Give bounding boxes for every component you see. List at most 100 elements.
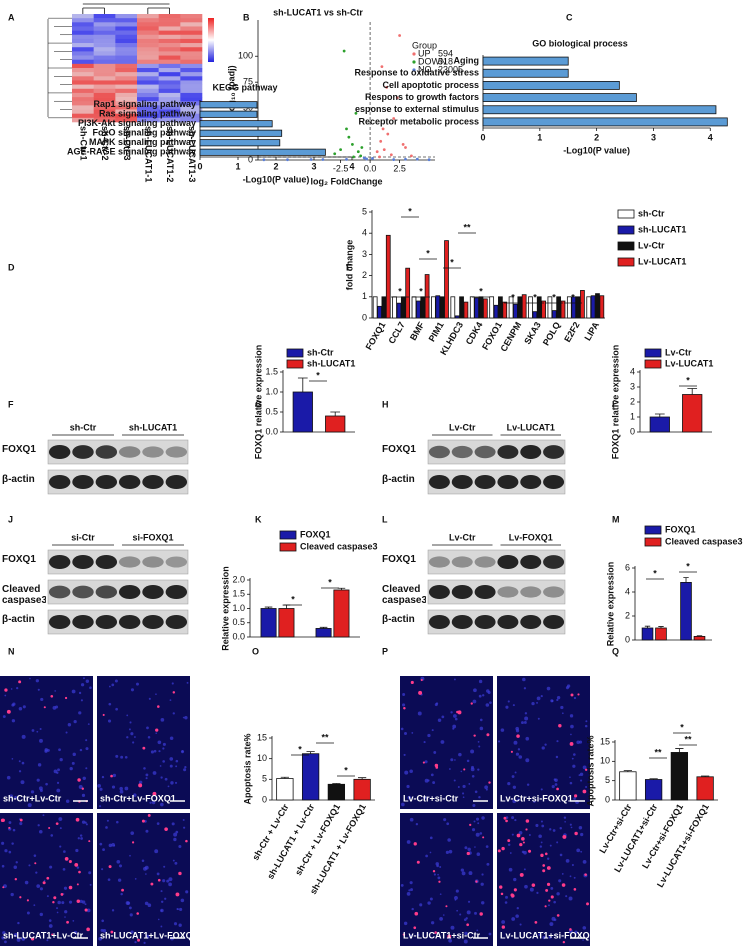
nucleus	[471, 828, 476, 832]
heatmap-cell	[115, 72, 138, 77]
nucleus	[448, 849, 453, 854]
y-tick-label: 2	[625, 610, 630, 620]
nucleus	[111, 842, 115, 847]
nucleus	[63, 850, 66, 853]
nucleus	[429, 836, 433, 840]
nucleus	[65, 731, 68, 734]
legend-swatch	[617, 241, 635, 251]
nucleus	[452, 724, 457, 729]
apoptotic-cell	[4, 688, 8, 692]
heatmap-cell	[93, 88, 116, 94]
nucleus	[111, 785, 116, 789]
data-point	[371, 157, 374, 160]
apoptotic-cell	[501, 925, 506, 929]
nucleus	[160, 890, 163, 893]
bar	[590, 295, 596, 319]
nucleus	[564, 820, 566, 823]
heatmap-cell	[180, 97, 203, 102]
nucleus	[108, 843, 113, 848]
nucleus	[453, 678, 456, 681]
column-label: sh-Ctr-2	[100, 126, 110, 161]
blot-band	[451, 585, 473, 599]
panel-label: O	[252, 646, 259, 656]
nucleus	[106, 819, 109, 822]
heatmap-cell	[93, 97, 116, 102]
blot-band	[543, 586, 565, 598]
heatmap-cell	[72, 38, 94, 44]
nucleus	[474, 790, 478, 794]
apoptotic-cell	[466, 851, 470, 856]
row-label-box: Cleaved caspase3	[382, 584, 426, 606]
heatmap-cell	[72, 43, 94, 48]
nucleus	[76, 866, 80, 869]
nucleus	[124, 755, 128, 759]
heatmap-cell	[115, 38, 138, 44]
heatmap-cell	[180, 47, 203, 52]
heatmap-cell	[93, 101, 116, 106]
nucleus	[134, 878, 137, 880]
heatmap-cell	[93, 43, 116, 48]
nucleus	[111, 683, 115, 687]
y-tick-label: Ras signaling pathway	[99, 109, 196, 119]
heatmap-cell	[137, 34, 159, 40]
nucleus	[435, 702, 439, 705]
nucleus	[35, 871, 38, 874]
nucleus	[101, 919, 105, 923]
legend-swatch	[617, 257, 635, 267]
blot-background	[47, 579, 189, 605]
heatmap-cell	[72, 59, 94, 65]
apoptotic-cell	[548, 899, 551, 902]
heatmap-cell	[180, 22, 203, 27]
apoptotic-cell	[470, 702, 473, 705]
heatmap-cell	[158, 97, 181, 102]
nucleus	[448, 768, 451, 770]
x-tick-label: 1	[235, 161, 240, 171]
nucleus	[145, 773, 149, 777]
apoptotic-cell	[544, 905, 547, 908]
nucleus	[56, 788, 61, 793]
heatmap-cell	[93, 38, 116, 44]
data-point	[398, 34, 401, 37]
nucleus	[164, 897, 167, 900]
heatmap-cell	[93, 68, 116, 73]
nucleus	[169, 764, 173, 768]
apoptotic-cell	[64, 857, 69, 861]
heatmap-cell	[137, 55, 159, 60]
heatmap-cell	[158, 72, 181, 77]
heatmap-cell	[72, 22, 94, 27]
nucleus	[465, 917, 468, 920]
legend-label: Lv-LUCAT1	[665, 358, 713, 368]
nucleus	[576, 848, 581, 853]
nucleus	[433, 751, 437, 754]
apoptotic-cell	[418, 690, 423, 695]
nucleus	[457, 786, 460, 788]
nucleus	[416, 933, 420, 937]
nucleus	[145, 777, 148, 780]
apoptotic-cell	[542, 864, 546, 867]
nucleus	[433, 873, 437, 876]
lane-group-label: si-FOXQ1	[132, 532, 173, 542]
y-axis-label: FOXQ1 relative expression	[253, 345, 263, 460]
nucleus	[111, 909, 115, 912]
nucleus	[134, 940, 137, 944]
apoptotic-cell	[413, 926, 417, 930]
nucleus	[489, 701, 492, 705]
heatmap-cell	[93, 63, 116, 69]
bar	[439, 296, 445, 319]
apoptotic-cell	[178, 871, 182, 876]
bar	[463, 301, 469, 319]
significance-label: *	[408, 206, 412, 216]
nucleus	[157, 740, 162, 745]
nucleus	[570, 724, 574, 729]
nucleus	[39, 887, 43, 891]
legend-swatch	[644, 359, 662, 369]
nucleus	[477, 768, 480, 771]
nucleus	[160, 802, 164, 807]
apoptotic-cell	[445, 905, 448, 908]
blot-band	[520, 555, 542, 569]
nucleus	[540, 841, 543, 844]
apoptotic-cell	[2, 886, 5, 889]
apoptotic-cell	[562, 834, 567, 839]
nucleus	[578, 740, 583, 744]
